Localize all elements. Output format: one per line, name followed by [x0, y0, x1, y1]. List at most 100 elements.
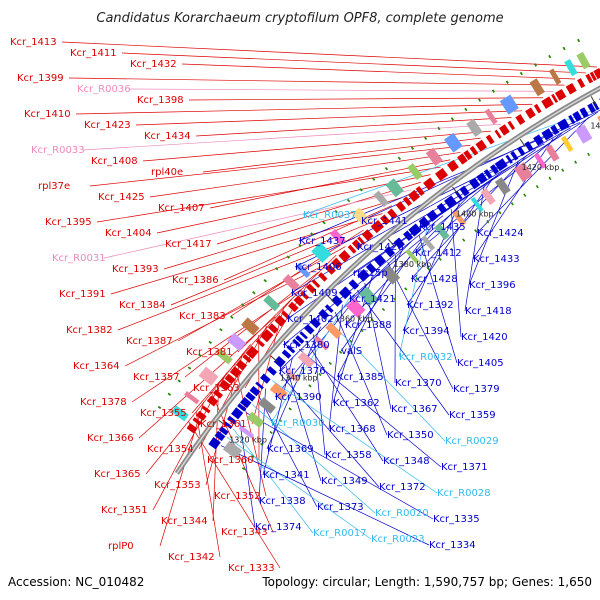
reverse-gene-arrow[interactable] — [260, 373, 271, 384]
reverse-gene-label[interactable]: Kcr_R0023 — [371, 534, 425, 545]
reverse-gene-arrow[interactable] — [541, 128, 554, 141]
reverse-gene-label[interactable]: Kcr_1405 — [457, 358, 504, 369]
reverse-gene-arrow[interactable] — [469, 177, 481, 190]
forward-gene-arrow[interactable] — [554, 88, 567, 101]
reverse-gene-arrow[interactable] — [214, 430, 226, 442]
reverse-gene-arrow[interactable] — [299, 331, 308, 340]
reverse-gene-arrow[interactable] — [533, 134, 544, 146]
forward-gene-label[interactable]: Kcr_1407 — [158, 203, 205, 214]
reverse-gene-arrow[interactable] — [227, 415, 237, 425]
reverse-gene-arrow[interactable] — [218, 426, 229, 436]
reverse-gene-arrow[interactable] — [393, 237, 405, 250]
forward-gene-label[interactable]: Kcr_R0036 — [77, 84, 131, 95]
forward-gene-arrow[interactable] — [357, 236, 366, 246]
reverse-gene-label[interactable]: Kcr_1433 — [473, 254, 520, 265]
reverse-gene-label[interactable]: Kcr_1335 — [433, 514, 480, 525]
reverse-gene-label[interactable]: Kcr_1359 — [449, 410, 496, 421]
forward-gene-arrow[interactable] — [593, 68, 600, 80]
forward-gene-label[interactable]: Kcr_1425 — [98, 192, 145, 203]
forward-gene-label[interactable]: Kcr_1399 — [17, 73, 64, 84]
reverse-gene-label[interactable]: Kcr_1402 — [287, 314, 334, 325]
forward-gene-label[interactable]: Kcr_1354 — [147, 444, 194, 455]
forward-gene-label[interactable]: Kcr_1383 — [179, 311, 226, 322]
forward-gene-arrow[interactable] — [338, 250, 351, 263]
reverse-gene-label[interactable]: Kcr_1369 — [267, 444, 314, 455]
forward-gene-arrow[interactable] — [347, 244, 357, 254]
forward-gene-label[interactable]: Kcr_1378 — [80, 397, 127, 408]
reverse-gene-label[interactable]: Kcr_1390 — [275, 392, 322, 403]
forward-gene-arrow[interactable] — [370, 220, 384, 234]
forward-gene-arrow[interactable] — [387, 208, 398, 220]
reverse-gene-arrow[interactable] — [255, 381, 264, 390]
forward-gene-arrow[interactable] — [494, 129, 502, 139]
reverse-gene-label[interactable]: Kcr_1437 — [299, 236, 346, 247]
forward-gene-label[interactable]: Kcr_1363 — [193, 383, 240, 394]
forward-gene-arrow[interactable] — [311, 279, 321, 288]
forward-gene-label[interactable]: Kcr_1381 — [186, 347, 233, 358]
reverse-gene-label[interactable]: Kcr_1435 — [419, 222, 466, 233]
forward-gene-arrow[interactable] — [192, 417, 202, 426]
forward-gene-arrow[interactable] — [541, 96, 554, 109]
forward-gene-arrow[interactable] — [281, 310, 291, 320]
reverse-gene-label[interactable]: Kcr_1368 — [329, 424, 376, 435]
forward-gene-label[interactable]: rplP0 — [108, 541, 134, 552]
forward-gene-arrow[interactable] — [325, 264, 336, 275]
forward-gene-arrow[interactable] — [515, 114, 526, 125]
forward-gene-arrow[interactable] — [224, 373, 236, 385]
reverse-gene-label[interactable]: Kcr_1338 — [259, 496, 306, 507]
forward-gene-label[interactable]: Kcr_1410 — [24, 109, 71, 120]
forward-gene-arrow[interactable] — [268, 323, 279, 334]
forward-gene-arrow[interactable] — [585, 73, 594, 84]
reverse-gene-arrow[interactable] — [426, 209, 439, 222]
forward-gene-label[interactable]: Kcr_1384 — [119, 300, 166, 311]
reverse-gene-arrow[interactable] — [365, 262, 377, 274]
forward-gene-label[interactable]: Kcr_1434 — [144, 131, 191, 142]
forward-gene-arrow[interactable] — [260, 329, 274, 343]
reverse-gene-label[interactable]: valS — [341, 346, 362, 357]
reverse-gene-arrow[interactable] — [292, 338, 301, 348]
reverse-gene-arrow[interactable] — [592, 101, 600, 111]
reverse-gene-arrow[interactable] — [476, 172, 488, 185]
forward-gene-arrow[interactable] — [469, 145, 479, 156]
forward-gene-label[interactable]: Kcr_1417 — [165, 239, 212, 250]
reverse-gene-arrow[interactable] — [338, 286, 352, 300]
forward-gene-label[interactable]: Kcr_1344 — [161, 516, 208, 527]
forward-gene-label[interactable]: Kcr_1353 — [154, 480, 201, 491]
reverse-gene-arrow[interactable] — [245, 391, 256, 402]
forward-gene-label[interactable]: Kcr_1355 — [140, 408, 187, 419]
forward-gene-arrow[interactable] — [415, 186, 425, 196]
forward-gene-arrow[interactable] — [201, 405, 211, 414]
forward-gene-label[interactable]: Kcr_1352 — [214, 491, 261, 502]
reverse-gene-label[interactable]: Kcr_1424 — [477, 228, 524, 239]
reverse-gene-arrow[interactable] — [403, 230, 414, 242]
reverse-gene-arrow[interactable] — [568, 114, 576, 125]
reverse-gene-label[interactable]: Kcr_1367 — [391, 404, 438, 415]
reverse-gene-label[interactable]: Kcr_1406 — [295, 262, 342, 273]
forward-gene-label[interactable]: Kcr_1404 — [105, 228, 152, 239]
reverse-gene-arrow[interactable] — [357, 269, 370, 282]
reverse-gene-label[interactable]: Kcr_1396 — [469, 280, 516, 291]
forward-gene-arrow[interactable] — [229, 366, 242, 378]
forward-gene-label[interactable]: rpl40e — [151, 167, 183, 178]
forward-gene-label[interactable]: Kcr_1333 — [228, 563, 275, 574]
forward-gene-label[interactable]: Kcr_1393 — [112, 264, 159, 275]
reverse-gene-label[interactable]: Kcr_1388 — [345, 320, 392, 331]
reverse-gene-label[interactable]: Kcr_R0030 — [271, 418, 325, 429]
forward-gene-label[interactable]: Kcr_R0031 — [52, 253, 106, 264]
forward-gene-arrow[interactable] — [408, 189, 420, 202]
reverse-gene-label[interactable]: Kcr_1428 — [411, 274, 458, 285]
reverse-gene-arrow[interactable] — [384, 246, 396, 258]
reverse-gene-label[interactable]: Kcr_1385 — [337, 372, 384, 383]
forward-gene-label[interactable]: Kcr_1343 — [221, 527, 268, 538]
reverse-gene-label[interactable]: Kcr_1371 — [441, 462, 488, 473]
reverse-gene-arrow[interactable] — [510, 150, 519, 161]
forward-gene-arrow[interactable] — [242, 354, 252, 363]
forward-gene-arrow[interactable] — [274, 314, 287, 327]
forward-gene-label[interactable]: Kcr_1408 — [91, 156, 138, 167]
forward-gene-arrow[interactable] — [306, 283, 317, 294]
reverse-gene-arrow[interactable] — [273, 355, 286, 368]
forward-gene-arrow[interactable] — [186, 423, 198, 434]
forward-gene-arrow[interactable] — [288, 301, 299, 313]
forward-gene-arrow[interactable] — [235, 359, 248, 371]
reverse-gene-label[interactable]: Kcr_R0029 — [445, 436, 499, 447]
